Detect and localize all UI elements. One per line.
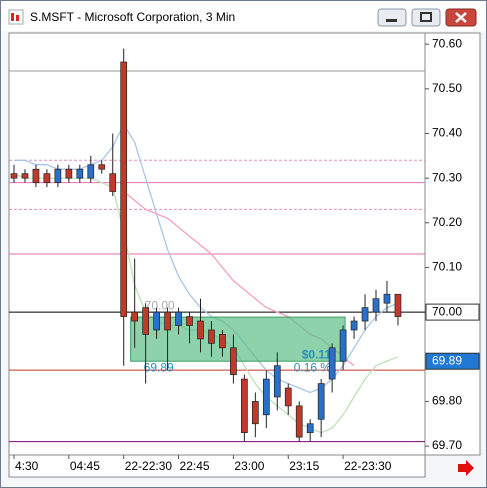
candle-body bbox=[372, 298, 380, 313]
minimize-icon bbox=[386, 19, 397, 22]
price-axis bbox=[424, 32, 481, 456]
plot-area bbox=[8, 32, 426, 456]
x-tick-label: 22:45 bbox=[180, 459, 210, 473]
candle-body bbox=[10, 173, 18, 179]
measure-start: 70.00 bbox=[145, 298, 175, 312]
candle-body bbox=[76, 168, 84, 179]
candle-body bbox=[273, 365, 281, 398]
candle-body bbox=[339, 329, 347, 362]
y-tick-label: 70.40 bbox=[432, 126, 462, 140]
candle-body bbox=[262, 378, 270, 416]
candle-body bbox=[383, 293, 391, 304]
candle-body bbox=[87, 164, 95, 179]
y-tick-label: 69.70 bbox=[432, 438, 462, 452]
candle-body bbox=[142, 307, 149, 335]
measure-end: 69.89 bbox=[144, 360, 174, 374]
candle-body bbox=[295, 405, 303, 438]
candle-body bbox=[251, 401, 259, 425]
candle-body bbox=[175, 311, 182, 326]
candle-body bbox=[317, 383, 325, 420]
minimize-button[interactable] bbox=[377, 8, 407, 27]
x-tick-label: 22-23:30 bbox=[344, 459, 392, 473]
y-tick-label: 70.10 bbox=[432, 260, 462, 274]
candle-body bbox=[43, 173, 51, 183]
window-buttons[interactable] bbox=[377, 8, 477, 27]
price-marker-label: 70.00 bbox=[432, 304, 462, 318]
app-icon bbox=[8, 9, 24, 25]
measure-percent: 0.16 % bbox=[294, 360, 332, 374]
y-tick-label: 70.50 bbox=[432, 81, 462, 95]
price-marker-label: 69.89 bbox=[432, 353, 462, 367]
candle-body bbox=[230, 347, 237, 375]
candle-body bbox=[21, 173, 29, 179]
price-marker bbox=[425, 303, 480, 321]
y-tick-label: 69.80 bbox=[432, 394, 462, 408]
candle-body bbox=[306, 423, 314, 434]
close-icon bbox=[455, 12, 467, 23]
y-tick-label: 70.60 bbox=[432, 36, 462, 50]
candle-body bbox=[32, 168, 40, 183]
x-tick-label: 4:30 bbox=[15, 459, 39, 473]
maximize-icon bbox=[420, 12, 432, 22]
candle-body bbox=[131, 311, 139, 322]
window-title: S.MSFT - Microsoft Corporation, 3 Min bbox=[30, 10, 235, 24]
candle-body bbox=[350, 320, 358, 331]
candle-body bbox=[186, 316, 193, 326]
candle-body bbox=[109, 173, 117, 192]
candle-body bbox=[241, 378, 248, 434]
candle-body bbox=[98, 164, 106, 170]
candle-body bbox=[208, 329, 215, 344]
candle-body bbox=[328, 347, 336, 380]
y-tick-label: 70.30 bbox=[432, 170, 462, 184]
time-axis bbox=[8, 454, 426, 478]
candle-body bbox=[54, 168, 62, 183]
candle-body bbox=[219, 334, 226, 349]
candle-body bbox=[284, 387, 292, 407]
candle-body bbox=[164, 311, 171, 331]
x-tick-label: 23:15 bbox=[289, 459, 319, 473]
measure-change: $0.11 bbox=[302, 347, 332, 361]
x-tick-label: 22-22:30 bbox=[125, 459, 173, 473]
y-tick-label: 70.20 bbox=[432, 215, 462, 229]
x-tick-label: 04:45 bbox=[70, 459, 100, 473]
candle-body bbox=[120, 61, 128, 317]
candle-body bbox=[197, 320, 204, 340]
plot: 70.60 70.50 70.40 70.30 70.20 70.10 69.80 69.70… bbox=[9, 36, 480, 473]
candle-body bbox=[65, 168, 73, 179]
maximize-button[interactable] bbox=[411, 8, 441, 27]
scroll-arrow[interactable] bbox=[458, 460, 474, 476]
candle-body bbox=[153, 311, 160, 331]
candle-body bbox=[361, 307, 369, 322]
price-marker bbox=[425, 352, 480, 370]
x-tick-label: 23:00 bbox=[234, 459, 264, 473]
candle-body bbox=[394, 293, 402, 317]
